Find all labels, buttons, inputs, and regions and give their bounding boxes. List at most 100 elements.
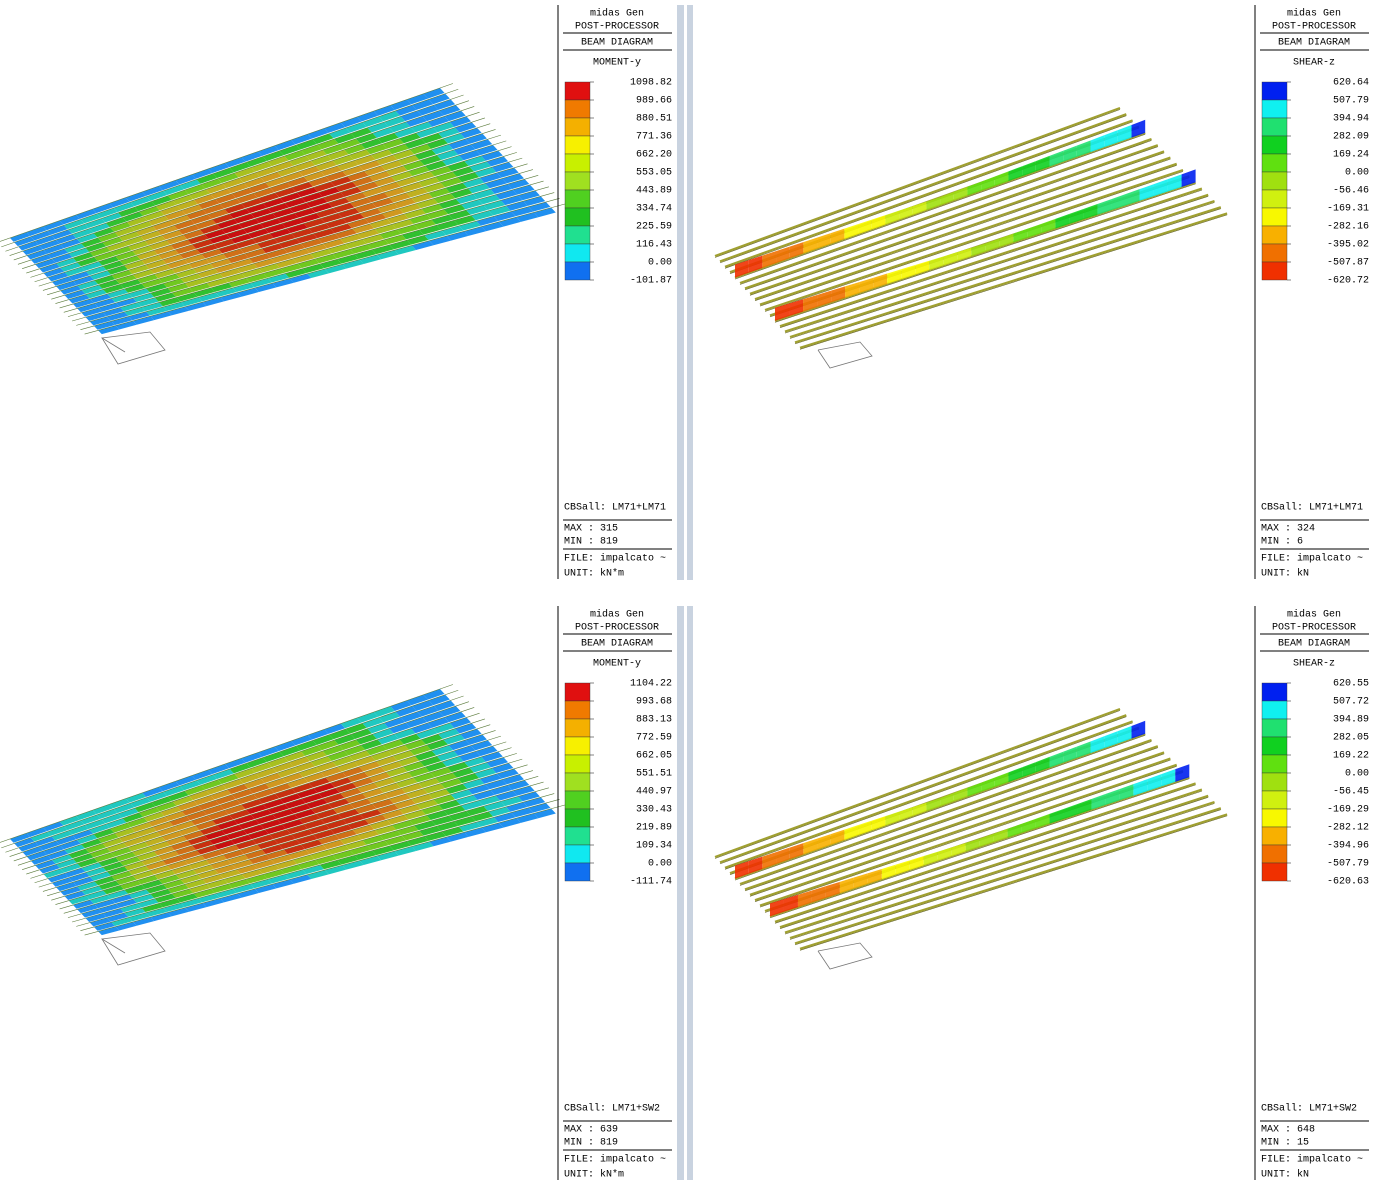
- color-swatch: [1262, 791, 1287, 809]
- color-swatch: [565, 118, 590, 136]
- legend-level: -282.16: [1327, 222, 1369, 233]
- legend-level: 109.34: [636, 841, 672, 852]
- legend-program: midas Gen: [1287, 8, 1341, 20]
- beam-edge: [740, 742, 1152, 886]
- color-swatch: [1262, 172, 1287, 190]
- color-swatch: [565, 773, 590, 791]
- beam-line: [720, 715, 1126, 862]
- beam-edge: [750, 754, 1164, 896]
- color-swatch: [1262, 118, 1287, 136]
- color-swatch: [565, 82, 590, 100]
- color-swatch: [1262, 755, 1287, 773]
- beam-line: [725, 721, 1133, 867]
- legend-level: 219.89: [636, 823, 672, 834]
- splitter-line: [684, 5, 687, 580]
- legend-level: -169.31: [1327, 204, 1369, 215]
- legend-level: 0.00: [648, 258, 672, 269]
- legend-level: 772.59: [636, 733, 672, 744]
- legend-level: -101.87: [630, 276, 672, 287]
- legend-level: -56.45: [1333, 787, 1369, 798]
- color-swatch: [565, 845, 590, 863]
- legend-level: 507.79: [1333, 96, 1369, 107]
- legend-level: 620.55: [1333, 679, 1369, 690]
- beam-edge: [745, 748, 1158, 891]
- legend-program: midas Gen: [1287, 609, 1341, 621]
- legend-level: 0.00: [648, 859, 672, 870]
- legend-level: -169.29: [1327, 805, 1369, 816]
- min-info: MIN : 6: [1261, 537, 1303, 548]
- legend-diagram: BEAM DIAGRAM: [1278, 38, 1350, 49]
- legend-level: 330.43: [636, 805, 672, 816]
- color-swatch: [565, 190, 590, 208]
- max-info: MAX : 639: [564, 1125, 618, 1136]
- load-case: CBSall: LM71+LM71: [564, 502, 666, 514]
- legend-level: 0.00: [1345, 769, 1369, 780]
- support-icon: [102, 933, 165, 965]
- beam-edge: [735, 134, 1145, 279]
- min-info: MIN : 819: [564, 537, 618, 548]
- load-case: CBSall: LM71+LM71: [1261, 502, 1363, 514]
- color-swatch: [565, 719, 590, 737]
- beam-line: [720, 114, 1126, 261]
- color-swatch: [565, 755, 590, 773]
- color-swatch: [565, 208, 590, 226]
- color-swatch: [565, 172, 590, 190]
- color-swatch: [1262, 863, 1287, 881]
- legend-level: 394.94: [1333, 114, 1369, 125]
- model-view: [0, 685, 565, 966]
- legend-level: 883.13: [636, 715, 672, 726]
- legend-level: -282.12: [1327, 823, 1369, 834]
- color-swatch: [565, 827, 590, 845]
- color-swatch: [565, 701, 590, 719]
- support-icon: [818, 342, 872, 368]
- color-swatch: [1262, 719, 1287, 737]
- legend-level: 880.51: [636, 114, 672, 125]
- color-swatch: [1262, 136, 1287, 154]
- legend-level: 169.24: [1333, 150, 1369, 161]
- support-icon: [818, 943, 872, 969]
- max-info: MAX : 315: [564, 524, 618, 535]
- legend-level: 282.05: [1333, 733, 1369, 744]
- legend: midas GenPOST-PROCESSORBEAM DIAGRAMSHEAR…: [1255, 606, 1369, 1180]
- color-swatch: [1262, 701, 1287, 719]
- legend-component: SHEAR-z: [1293, 58, 1335, 69]
- legend-diagram: BEAM DIAGRAM: [1278, 639, 1350, 650]
- legend-level: 0.00: [1345, 168, 1369, 179]
- color-swatch: [565, 262, 590, 280]
- legend-level: 443.89: [636, 186, 672, 197]
- model-view: [715, 108, 1227, 368]
- model-view: [715, 709, 1227, 969]
- file-info: FILE: impalcato ~: [564, 1154, 666, 1166]
- color-swatch: [565, 154, 590, 172]
- beam-edge: [750, 153, 1164, 295]
- legend: midas GenPOST-PROCESSORBEAM DIAGRAMMOMEN…: [558, 5, 672, 580]
- legend-level: -56.46: [1333, 186, 1369, 197]
- legend-level: 553.05: [636, 168, 672, 179]
- unit-info: UNIT: kN*m: [564, 1169, 624, 1180]
- max-info: MAX : 648: [1261, 1125, 1315, 1136]
- legend-diagram: BEAM DIAGRAM: [581, 639, 653, 650]
- color-swatch: [565, 809, 590, 827]
- color-swatch: [565, 226, 590, 244]
- legend-level: -395.02: [1327, 240, 1369, 251]
- legend-level: 116.43: [636, 240, 672, 251]
- color-swatch: [1262, 809, 1287, 827]
- color-swatch: [1262, 845, 1287, 863]
- color-swatch: [565, 683, 590, 701]
- legend-level: 620.64: [1333, 78, 1369, 89]
- beam-line: [715, 108, 1120, 256]
- color-swatch: [1262, 154, 1287, 172]
- beam-line: [715, 709, 1120, 857]
- file-info: FILE: impalcato ~: [564, 553, 666, 565]
- color-swatch: [1262, 100, 1287, 118]
- legend-level: 1098.82: [630, 78, 672, 89]
- color-swatch: [1262, 262, 1287, 280]
- legend-component: SHEAR-z: [1293, 659, 1335, 670]
- legend-level: 440.97: [636, 787, 672, 798]
- unit-info: UNIT: kN: [1261, 568, 1309, 580]
- legend-level: -507.87: [1327, 258, 1369, 269]
- legend-level: -507.79: [1327, 859, 1369, 870]
- legend-level: 662.05: [636, 751, 672, 762]
- legend-level: 394.89: [1333, 715, 1369, 726]
- legend-level: 225.59: [636, 222, 672, 233]
